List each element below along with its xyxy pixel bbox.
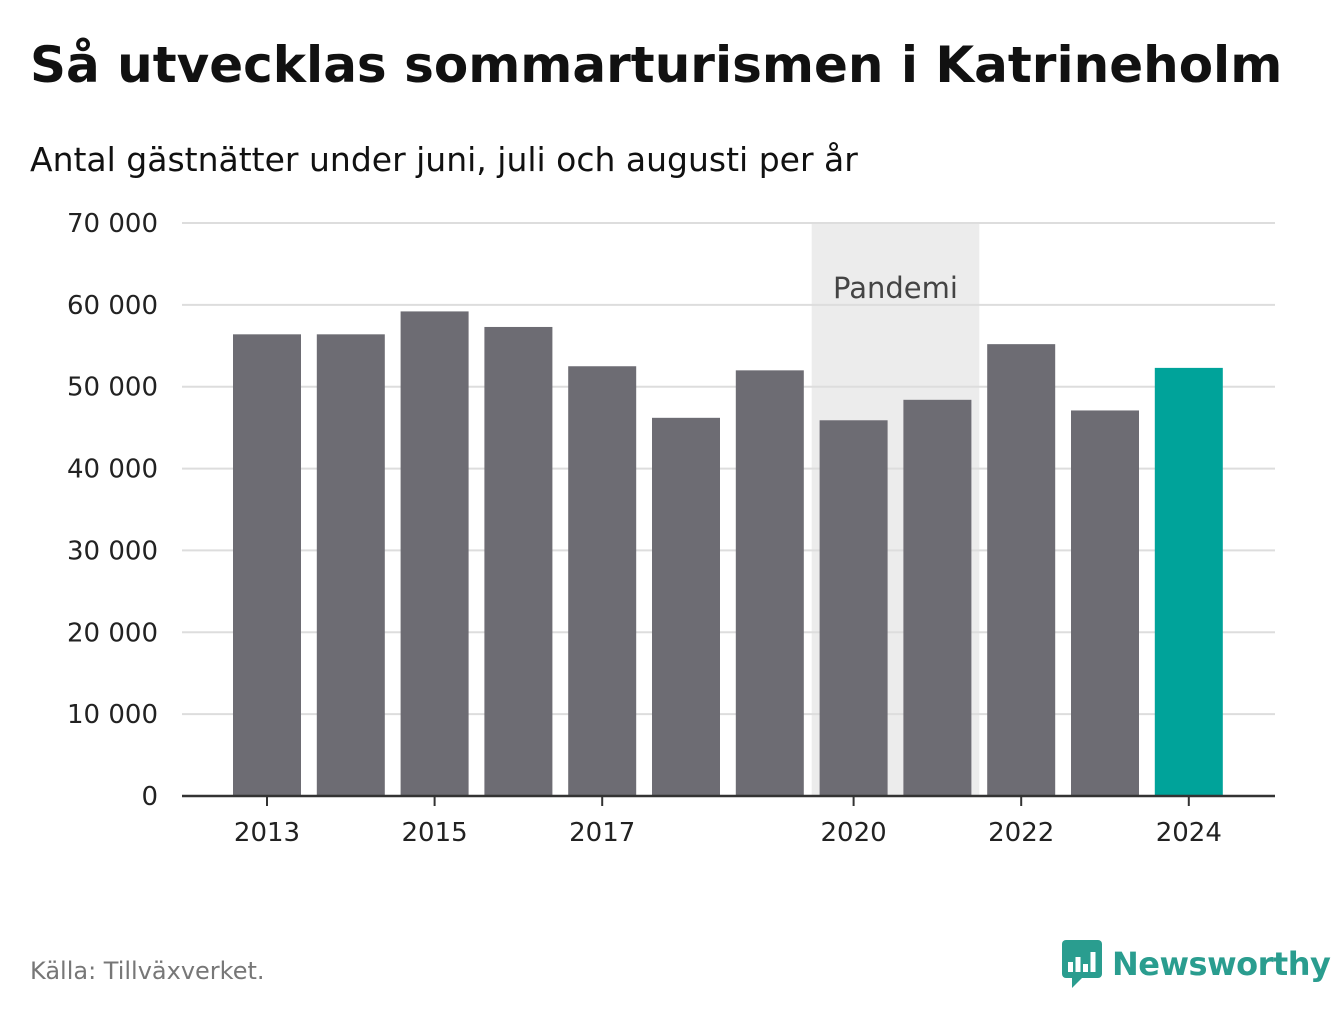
bar-2022 bbox=[987, 344, 1056, 796]
bar-2016 bbox=[484, 326, 553, 796]
bar-2015 bbox=[400, 311, 469, 796]
y-tick-label: 70 000 bbox=[67, 209, 158, 239]
bar-2013 bbox=[233, 334, 301, 796]
x-tick-label: 2020 bbox=[821, 818, 887, 848]
y-tick-label: 60 000 bbox=[67, 291, 158, 321]
bar-chart: 0 10 000 20 000 30 000 40 000 50 000 60 000 70 … bbox=[67, 209, 1275, 848]
brand-logo: Newsworthy bbox=[1062, 940, 1331, 988]
bar-2021 bbox=[903, 399, 972, 796]
x-tick-label: 2022 bbox=[988, 818, 1054, 848]
x-tick-label: 2013 bbox=[234, 818, 300, 848]
pandemic-label: Pandemi bbox=[833, 271, 958, 305]
bar-2018 bbox=[652, 417, 720, 796]
y-tick-label: 20 000 bbox=[67, 618, 158, 648]
bar-2019 bbox=[735, 370, 804, 796]
brand-name: Newsworthy bbox=[1112, 945, 1331, 983]
bar-2014 bbox=[316, 334, 385, 796]
y-tick-label: 0 bbox=[141, 782, 158, 812]
bar-2017 bbox=[568, 366, 637, 796]
x-tick-label: 2024 bbox=[1156, 818, 1222, 848]
bar-2023 bbox=[1071, 410, 1139, 796]
bar-2020 bbox=[819, 420, 888, 796]
chart-subtitle: Antal gästnätter under juni, juli och au… bbox=[30, 140, 858, 179]
y-tick-label: 10 000 bbox=[67, 700, 158, 730]
y-tick-label: 40 000 bbox=[67, 455, 158, 485]
bar-chart-speech-bubble-icon bbox=[1062, 940, 1102, 988]
x-tick-label: 2017 bbox=[569, 818, 635, 848]
x-tick-label: 2015 bbox=[402, 818, 468, 848]
source-note: Källa: Tillväxverket. bbox=[30, 957, 265, 985]
y-tick-label: 30 000 bbox=[67, 536, 158, 566]
y-tick-label: 50 000 bbox=[67, 373, 158, 403]
bar-2024 bbox=[1154, 367, 1223, 796]
chart-title: Så utvecklas sommarturismen i Katrinehol… bbox=[30, 36, 1283, 94]
